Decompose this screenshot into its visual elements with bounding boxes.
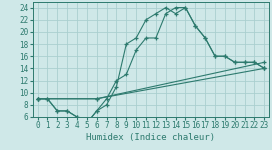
X-axis label: Humidex (Indice chaleur): Humidex (Indice chaleur) bbox=[86, 133, 215, 142]
